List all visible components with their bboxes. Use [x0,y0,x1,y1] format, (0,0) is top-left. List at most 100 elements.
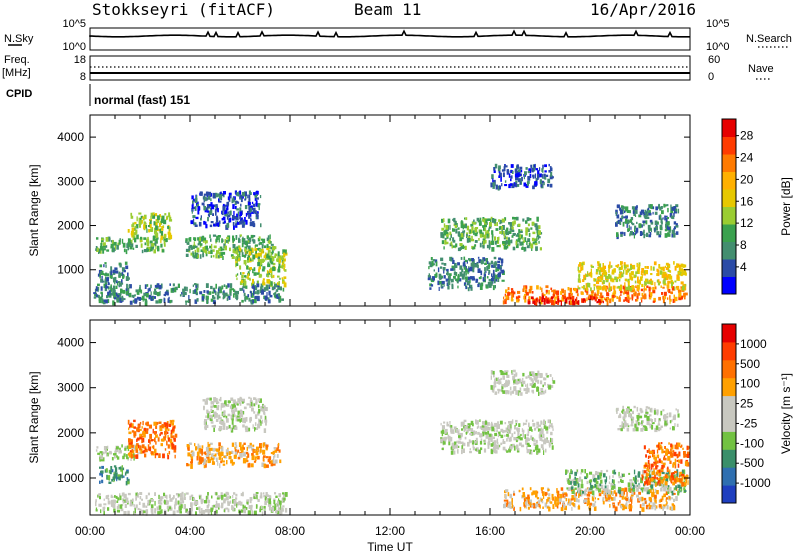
radar-cell [257,449,259,452]
radar-cell [466,238,469,243]
radar-cell [218,286,222,289]
radar-cell [539,173,543,178]
radar-cell [486,422,490,426]
radar-cell [205,207,208,210]
radar-cell [158,494,160,500]
radar-cell [137,437,140,441]
radar-cell [541,390,543,395]
radar-cell [241,299,244,303]
radar-cell [629,479,633,482]
radar-cell [662,463,666,468]
radar-cell [238,442,242,447]
radar-cell [139,297,143,300]
radar-cell [229,500,232,504]
radar-cell [154,291,157,295]
radar-cell [649,470,651,475]
radar-cell [100,286,103,291]
radar-cell [678,292,682,298]
radar-cell [135,229,138,234]
radar-cell [161,438,165,442]
radar-cell [164,494,168,499]
radar-cell [638,482,640,488]
radar-cell [282,249,285,255]
radar-cell [465,285,467,290]
radar-cell [623,262,626,267]
radar-cell [671,497,673,500]
radar-cell [211,425,214,428]
radar-cell [661,460,663,464]
radar-cell [587,500,590,506]
radar-cell [253,192,256,196]
radar-cell [160,218,164,224]
radar-cell [502,243,505,246]
radar-cell [626,210,630,213]
radar-cell [580,472,582,475]
radar-cell [110,270,113,276]
radar-cell [174,454,176,459]
radar-cell [133,419,136,423]
radar-cell [547,506,550,509]
radar-cell [254,196,257,199]
radar-cell [673,487,676,491]
radar-cell [501,169,505,172]
radar-cell [644,288,647,291]
radar-cell [492,269,495,274]
radar-cell [476,279,479,282]
radar-cell [580,291,584,295]
radar-cell [441,431,444,437]
radar-cell [145,495,148,500]
radar-cell [528,422,530,428]
radar-cell [231,459,234,463]
radar-cell [461,428,464,431]
radar-cell [656,449,659,454]
radar-cell [552,496,554,501]
radar-cell [136,224,139,229]
radar-cell [620,261,622,266]
radar-cell [211,415,213,420]
radar-cell [105,264,107,268]
radar-cell [494,223,496,226]
radar-cell [651,467,653,470]
radar-cell [507,237,510,242]
radar-cell [535,505,538,509]
radar-cell [219,463,221,469]
radar-cell [628,268,631,272]
radar-cell [224,455,228,459]
radar-cell [142,438,145,443]
radar-cell [680,281,684,285]
radar-cell [264,501,267,506]
radar-cell [253,510,257,516]
radar-cell [603,492,607,496]
radar-cell [283,282,287,288]
radar-cell [633,469,636,475]
radar-cell [636,484,638,487]
radar-cell [650,273,653,276]
radar-cell [677,442,681,447]
radar-cell [262,266,266,270]
radar-cell [522,237,524,240]
radar-cell [602,263,604,268]
radar-cell [624,291,628,294]
radar-cell [112,239,114,245]
radar-cell [455,228,458,234]
radar-cell [219,291,222,294]
radar-cell [482,431,485,437]
radar-cell [541,287,543,293]
radar-cell [670,209,674,214]
radar-cell [540,430,544,435]
radar-cell [582,490,585,494]
radar-cell [573,288,577,292]
radar-cell [204,401,208,405]
radar-cell [509,501,512,505]
radar-cell [206,504,209,509]
radar-cell [512,221,515,226]
radar-cell [684,292,688,296]
radar-cell [125,497,129,501]
radar-cell [449,424,451,428]
radar-cell [543,419,545,425]
radar-cell [218,446,220,451]
radar-cell [262,404,265,408]
radar-cell [607,275,611,279]
radar-cell [617,481,620,484]
radar-cell [643,221,645,227]
